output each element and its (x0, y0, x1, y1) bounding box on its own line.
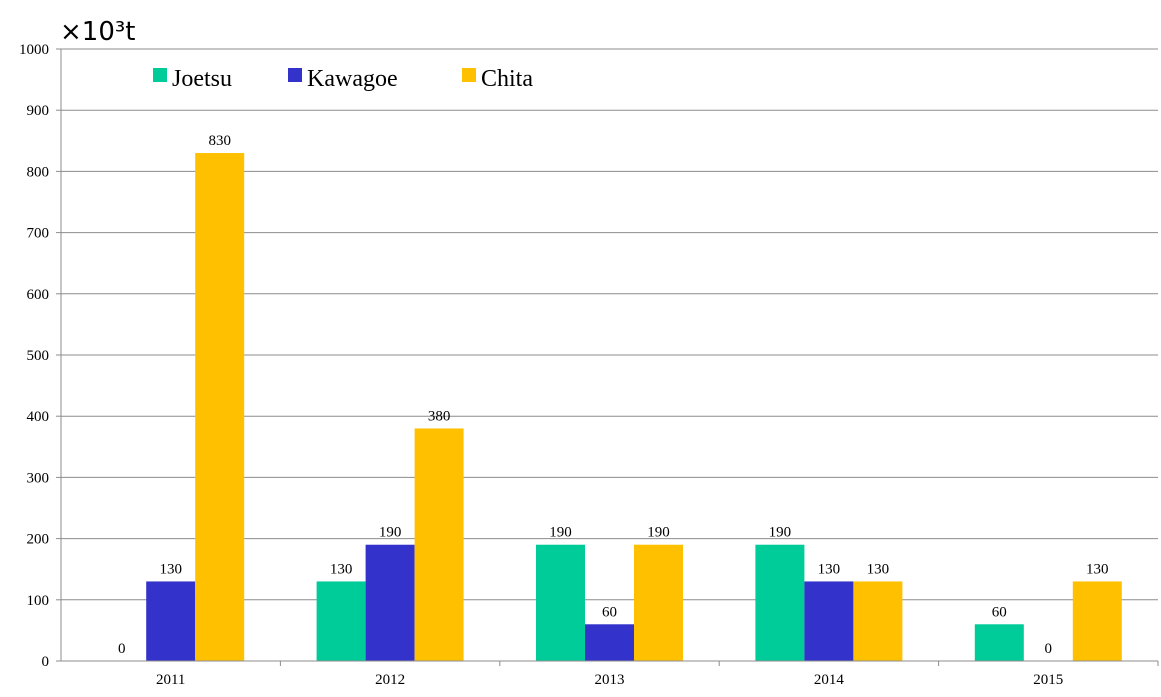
x-tick-label: 2014 (814, 672, 845, 688)
x-tick-label: 2015 (1033, 672, 1063, 688)
y-tick-label: 200 (27, 532, 50, 548)
data-label: 130 (818, 561, 841, 577)
data-label: 190 (769, 525, 792, 541)
bar-chita-2012 (414, 428, 464, 661)
y-tick-label: 300 (27, 470, 50, 486)
legend-label-chita: Chita (481, 66, 533, 92)
legend-swatch-joetsu (153, 68, 167, 82)
y-axis-unit-label: ×10³t (60, 17, 136, 47)
x-tick-label: 2013 (595, 672, 625, 688)
y-tick-label: 900 (27, 103, 50, 119)
bars (146, 153, 1122, 662)
bar-kawagoe-2013 (585, 624, 634, 661)
y-tick-label: 800 (27, 164, 50, 180)
bar-kawagoe-2012 (365, 544, 415, 661)
bar-chita-2011 (195, 153, 245, 662)
bar-joetsu-2013 (536, 544, 585, 661)
y-tick-label: 400 (27, 409, 50, 425)
bar-chita-2014 (853, 581, 903, 661)
y-tick-label: 600 (27, 287, 50, 303)
x-tick-label: 2011 (156, 672, 185, 688)
data-label: 380 (428, 408, 451, 424)
legend-label-joetsu: Joetsu (172, 66, 232, 92)
legend-swatch-chita (462, 68, 476, 82)
legend-swatch-kawagoe (288, 68, 302, 82)
data-label: 190 (379, 525, 402, 541)
data-label: 130 (867, 561, 890, 577)
bar-joetsu-2015 (974, 624, 1024, 661)
legend: Joetsu Kawagoe Chita (153, 66, 533, 92)
data-label: 830 (208, 133, 231, 149)
x-tick-label: 2012 (375, 672, 405, 688)
bar-joetsu-2014 (755, 544, 805, 661)
data-label: 60 (602, 604, 617, 620)
data-label: 130 (330, 561, 353, 577)
data-label: 190 (647, 525, 670, 541)
y-tick-label: 100 (27, 593, 50, 609)
data-label: 60 (992, 604, 1007, 620)
bar-kawagoe-2011 (146, 581, 196, 661)
data-label: 130 (1086, 561, 1109, 577)
bar-chita-2013 (634, 544, 683, 661)
data-label: 0 (118, 641, 126, 657)
bar-joetsu-2012 (316, 581, 366, 661)
y-tick-label: 1000 (19, 42, 49, 58)
y-tick-label: 700 (27, 226, 50, 242)
y-tick-label: 500 (27, 348, 50, 364)
bar-kawagoe-2014 (804, 581, 854, 661)
data-labels: 0 130 830 130 190 380 190 60 190 190 130 130 60 0 130 (118, 133, 1109, 657)
data-label: 130 (159, 561, 182, 577)
y-tick-label: 0 (42, 654, 50, 670)
data-label: 190 (549, 525, 572, 541)
bar-chita-2015 (1072, 581, 1122, 661)
data-label: 0 (1045, 641, 1053, 657)
legend-label-kawagoe: Kawagoe (307, 66, 398, 92)
